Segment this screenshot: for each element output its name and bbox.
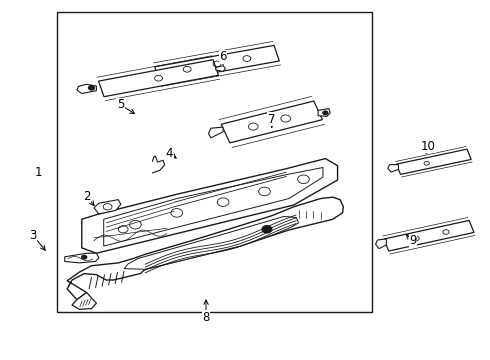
Text: 6: 6 — [220, 50, 227, 64]
Circle shape — [262, 226, 272, 233]
Polygon shape — [77, 84, 97, 94]
Polygon shape — [208, 127, 223, 138]
Polygon shape — [98, 60, 219, 97]
Polygon shape — [216, 66, 225, 71]
Circle shape — [82, 255, 87, 259]
Polygon shape — [72, 293, 97, 309]
Polygon shape — [65, 253, 99, 263]
Polygon shape — [67, 197, 343, 300]
Text: 5: 5 — [117, 99, 135, 114]
Polygon shape — [384, 220, 474, 251]
Polygon shape — [155, 45, 279, 82]
Text: 3: 3 — [29, 229, 45, 250]
Text: 10: 10 — [420, 140, 435, 153]
Polygon shape — [388, 165, 398, 172]
Circle shape — [89, 86, 95, 90]
Text: 8: 8 — [202, 300, 210, 324]
Text: 7: 7 — [268, 113, 275, 127]
Polygon shape — [396, 149, 471, 175]
Text: 9: 9 — [406, 234, 417, 247]
Text: 2: 2 — [83, 190, 94, 206]
Circle shape — [323, 111, 328, 114]
Polygon shape — [124, 216, 298, 269]
Polygon shape — [104, 167, 323, 246]
Polygon shape — [375, 239, 386, 249]
Polygon shape — [318, 109, 330, 116]
Polygon shape — [221, 101, 322, 143]
Text: 4: 4 — [166, 147, 176, 160]
Text: 1: 1 — [34, 166, 42, 179]
Polygon shape — [82, 158, 338, 253]
Polygon shape — [94, 200, 121, 214]
